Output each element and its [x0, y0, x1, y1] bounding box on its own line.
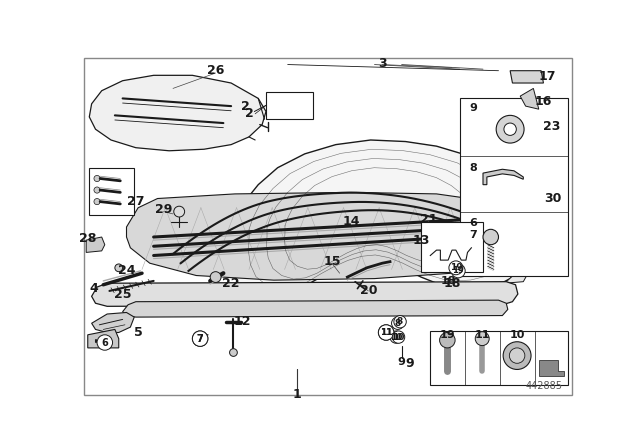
- Bar: [430, 331, 568, 385]
- Circle shape: [94, 198, 100, 205]
- Text: 19: 19: [440, 330, 455, 340]
- Circle shape: [394, 315, 406, 328]
- Circle shape: [174, 206, 184, 217]
- Circle shape: [503, 342, 531, 370]
- Bar: [421, 222, 483, 271]
- Circle shape: [230, 349, 237, 356]
- Bar: [90, 168, 134, 215]
- Bar: [266, 92, 312, 119]
- Circle shape: [483, 229, 499, 245]
- Text: 22: 22: [222, 277, 240, 290]
- Polygon shape: [92, 282, 518, 306]
- Circle shape: [451, 264, 465, 278]
- Circle shape: [94, 187, 100, 193]
- Polygon shape: [483, 169, 524, 185]
- Text: 24: 24: [118, 264, 135, 277]
- Text: 2: 2: [241, 99, 250, 112]
- Circle shape: [193, 331, 208, 346]
- Text: 20: 20: [360, 284, 377, 297]
- Polygon shape: [230, 140, 531, 299]
- Text: 9: 9: [469, 103, 477, 112]
- Circle shape: [94, 176, 100, 181]
- Circle shape: [509, 348, 525, 363]
- Text: 8: 8: [397, 317, 403, 326]
- Text: 7: 7: [196, 334, 204, 344]
- Polygon shape: [88, 329, 119, 348]
- Circle shape: [390, 331, 403, 343]
- Text: 4: 4: [90, 282, 99, 295]
- Text: 9: 9: [405, 357, 413, 370]
- Text: 19: 19: [449, 263, 462, 272]
- Polygon shape: [92, 313, 134, 332]
- Circle shape: [449, 261, 463, 275]
- Text: 30: 30: [544, 192, 561, 205]
- Circle shape: [476, 332, 489, 345]
- Text: 27: 27: [127, 195, 145, 208]
- Text: 17: 17: [539, 70, 556, 83]
- Text: 6: 6: [101, 337, 108, 348]
- Circle shape: [378, 325, 394, 340]
- Text: 8: 8: [469, 163, 477, 173]
- Text: 15: 15: [323, 255, 340, 268]
- Text: 10: 10: [390, 332, 403, 342]
- Text: 18: 18: [444, 277, 461, 290]
- Text: 9: 9: [397, 357, 406, 367]
- Text: 10: 10: [509, 330, 525, 340]
- Text: 2: 2: [244, 108, 253, 121]
- Circle shape: [193, 331, 208, 346]
- Text: 11: 11: [380, 328, 392, 337]
- Polygon shape: [520, 88, 539, 109]
- Text: 8: 8: [395, 319, 401, 328]
- Text: 28: 28: [79, 232, 97, 245]
- Polygon shape: [510, 71, 543, 83]
- Circle shape: [504, 123, 516, 135]
- Text: 10: 10: [392, 332, 404, 342]
- Text: 21: 21: [420, 213, 438, 226]
- Circle shape: [496, 116, 524, 143]
- Text: 26: 26: [207, 64, 224, 77]
- Polygon shape: [90, 75, 266, 151]
- Text: 18: 18: [440, 276, 456, 286]
- Text: 19: 19: [452, 267, 464, 276]
- Bar: [460, 99, 568, 276]
- Text: 12: 12: [234, 315, 252, 328]
- Text: 3: 3: [378, 56, 387, 69]
- Text: 13: 13: [412, 233, 429, 246]
- Text: 29: 29: [155, 203, 172, 216]
- Text: 11: 11: [474, 330, 490, 340]
- Circle shape: [115, 264, 123, 271]
- Polygon shape: [127, 192, 505, 280]
- Circle shape: [392, 317, 404, 329]
- Circle shape: [378, 325, 394, 340]
- Circle shape: [97, 335, 113, 350]
- Circle shape: [440, 332, 455, 348]
- Polygon shape: [123, 300, 508, 317]
- Circle shape: [392, 331, 404, 343]
- Polygon shape: [539, 360, 564, 375]
- Text: 5: 5: [134, 326, 143, 339]
- Polygon shape: [86, 237, 105, 252]
- Text: 442885: 442885: [526, 381, 563, 391]
- Circle shape: [210, 271, 221, 282]
- Text: 16: 16: [535, 95, 552, 108]
- Text: 25: 25: [114, 288, 131, 301]
- Text: 7: 7: [469, 230, 477, 240]
- Text: 14: 14: [342, 215, 360, 228]
- Polygon shape: [505, 200, 534, 283]
- Text: 1: 1: [292, 388, 301, 401]
- Text: 7: 7: [196, 334, 204, 344]
- Text: 6: 6: [469, 218, 477, 228]
- Text: 23: 23: [543, 121, 560, 134]
- Text: 11: 11: [380, 328, 392, 337]
